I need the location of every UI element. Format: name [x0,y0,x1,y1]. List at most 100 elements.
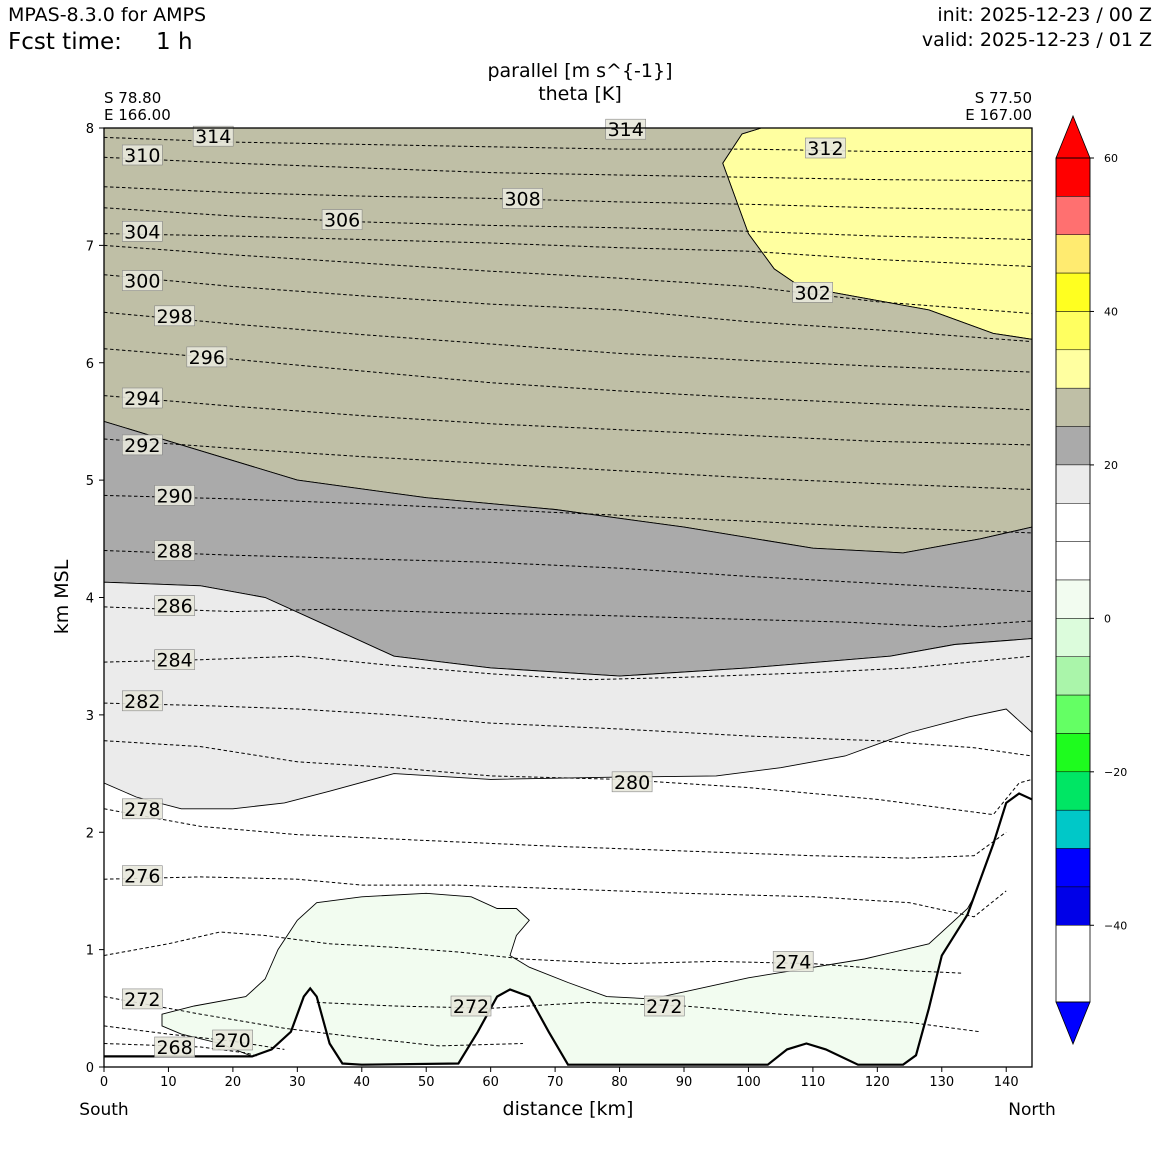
colorbar-segment [1055,349,1091,389]
x-tick-label: 50 [418,1075,435,1090]
colorbar-tick-label: 0 [1104,612,1111,625]
theta-label-280: 280 [614,772,650,794]
theta-label-274: 274 [775,951,811,973]
theta-label-286: 286 [156,596,192,618]
theta-label-292: 292 [124,435,160,457]
theta-label-box [502,188,543,209]
colorbar-tick-label: −20 [1104,766,1127,779]
y-tick-label: 1 [86,944,94,959]
colorbar-over-arrow [1055,114,1091,159]
theta-label-270: 270 [214,1030,250,1052]
theta-label-box [122,221,163,242]
colorbar-segment [1055,886,1091,926]
colorbar-segment [1055,464,1091,504]
theta-label-box [792,281,833,303]
theta-label-box [122,988,163,1010]
x-tick-label: 0 [100,1075,108,1090]
theta-label-312: 312 [807,138,843,160]
theta-label-278: 278 [124,799,160,821]
theta-contour-270 [104,1025,285,1050]
colorbar-segment [1055,541,1091,581]
theta-label-box [122,434,163,456]
y-tick-label: 4 [86,592,94,607]
x-tick-label: 130 [929,1075,954,1090]
wind-region-3 [104,581,1032,810]
model-title: MPAS-8.3.0 for AMPS [8,4,207,26]
theta-label-box [605,118,647,140]
theta-label-box [154,305,195,327]
theta-label-box [122,865,163,887]
colorbar-segment [1055,387,1091,427]
colorbar-tick-label: 20 [1104,459,1118,472]
theta-contour-304 [104,233,1032,267]
theta-label-box [611,771,653,793]
theta-label-box [154,649,195,671]
theta-label-296: 296 [189,347,225,369]
init-time: init: 2025-12-23 / 00 Z [937,4,1152,26]
colorbar-tick-label: 60 [1104,152,1118,165]
y-tick-label: 6 [86,357,94,372]
theta-contour-298 [104,311,1032,373]
x-tick-label: 70 [547,1075,564,1090]
theta-label-272: 272 [453,996,489,1018]
theta-label-314: 314 [195,126,231,148]
theta-label-box [186,346,228,368]
colorbar-segment [1055,694,1091,734]
theta-contour-300 [104,274,1032,343]
theta-label-302: 302 [794,282,830,304]
theta-label-box [122,387,163,409]
theta-label-box [805,137,846,159]
y-tick-label: 8 [86,122,94,137]
theta-label-box [772,951,814,972]
theta-contour-296 [104,348,1032,411]
theta-label-box [192,125,234,147]
theta-label-290: 290 [156,485,192,507]
x-tick-label: 40 [354,1075,371,1090]
colorbar-tick-label: 40 [1104,305,1118,318]
end-point-lat: S 77.50 [974,89,1032,107]
colorbar-segment [1055,234,1091,274]
theta-label-314: 314 [608,119,644,141]
theta-label-box [643,995,685,1017]
y-tick-label: 2 [86,826,94,841]
theta-contour-312 [104,136,1032,152]
y-tick-label: 7 [86,239,94,254]
colorbar-segment [1055,809,1091,849]
x-tick-label: 20 [225,1075,242,1090]
x-tick-label: 60 [482,1075,499,1090]
theta-label-294: 294 [124,388,160,410]
theta-label-306: 306 [324,210,360,232]
theta-label-box [321,209,363,230]
colorbar-under-arrow [1055,1001,1091,1046]
theta-label-box [122,270,163,291]
start-point-lat: S 78.80 [104,89,162,107]
theta-label-272: 272 [124,989,160,1011]
theta-label-308: 308 [504,188,540,210]
x-tick-label: 10 [160,1075,177,1090]
colorbar-segment [1055,656,1091,696]
theta-contour-282 [104,702,1032,757]
theta-label-box [122,690,163,712]
colorbar-segment [1055,503,1091,542]
theta-label-298: 298 [156,306,192,328]
theta-contour-276 [104,876,1007,918]
theta-contour-306 [104,207,1032,240]
x-tick-label: 120 [865,1075,890,1090]
theta-contour-302 [104,244,1032,314]
theta-label-268: 268 [156,1037,192,1059]
theta-contour-286 [104,606,1032,628]
chart-title-line1: parallel [m s^{-1}] [487,60,673,82]
theta-label-box [154,485,195,506]
theta-label-box [212,1029,253,1051]
theta-contour-268 [104,1043,259,1057]
colorbar-segment [1055,311,1091,351]
y-tick-label: 3 [86,709,94,724]
valid-time: valid: 2025-12-23 / 01 Z [921,29,1152,51]
theta-label-box [154,540,195,561]
x-tick-label: 110 [800,1075,825,1090]
terrain-fill [104,793,1032,1067]
y-tick-label: 0 [86,1061,94,1076]
theta-label-276: 276 [124,866,160,888]
theta-contour-272 [104,996,523,1047]
